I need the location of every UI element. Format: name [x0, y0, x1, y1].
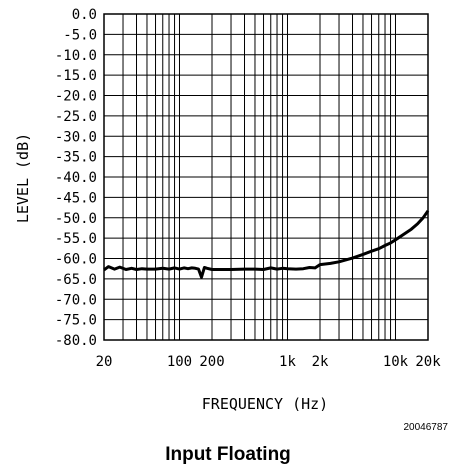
x-tick-label: 20k	[415, 354, 441, 370]
y-tick-labels: 0.0 -5.0 -10.0 -15.0 -20.0 -25.0 -30.0 -35.0 -40…	[55, 7, 97, 349]
x-tick-label: 2k	[312, 354, 329, 370]
series-line	[103, 209, 430, 279]
y-tick-label: -60.0	[55, 252, 97, 268]
plot-frame	[103, 13, 429, 341]
figure-id: 20046787	[404, 422, 449, 433]
y-tick-label: -45.0	[55, 190, 97, 206]
x-tick-labels: 20 100 200 1k 2k 10k 20k	[96, 354, 442, 370]
y-tick-label: -80.0	[55, 333, 97, 349]
x-tick-label: 10k	[383, 354, 409, 370]
y-tick-label: 0.0	[72, 7, 97, 23]
y-tick-label: -25.0	[55, 109, 97, 125]
chart-caption: Input Floating	[165, 444, 291, 465]
y-tick-label: -35.0	[55, 150, 97, 166]
x-tick-label: 1k	[279, 354, 296, 370]
grid	[104, 13, 428, 341]
y-tick-label: -20.0	[55, 89, 97, 105]
y-tick-label: -55.0	[55, 231, 97, 247]
y-tick-label: -30.0	[55, 129, 97, 145]
y-tick-label: -50.0	[55, 211, 97, 227]
y-tick-label: -40.0	[55, 170, 97, 186]
y-axis-label: LEVEL (dB)	[14, 133, 32, 223]
y-tick-label: -65.0	[55, 272, 97, 288]
x-tick-label: 200	[199, 354, 224, 370]
x-axis-label: FREQUENCY (Hz)	[202, 395, 328, 413]
y-tick-label: -10.0	[55, 48, 97, 64]
y-tick-label: -5.0	[63, 27, 97, 43]
y-tick-label: -15.0	[55, 68, 97, 84]
x-tick-label: 20	[96, 354, 113, 370]
x-tick-label: 100	[167, 354, 192, 370]
y-tick-label: -70.0	[55, 292, 97, 308]
y-tick-label: -75.0	[55, 313, 97, 329]
